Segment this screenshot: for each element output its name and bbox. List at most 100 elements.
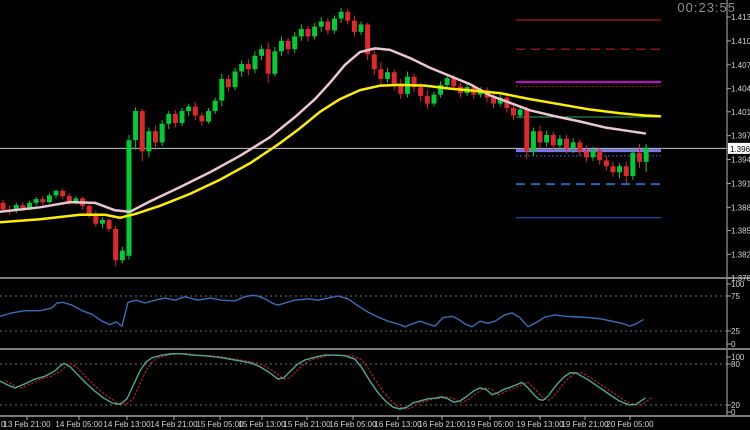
candle-body — [643, 147, 649, 162]
candle-body — [610, 166, 616, 173]
candle-body — [597, 150, 603, 161]
ma-fast-line — [0, 47, 647, 214]
current-price-tag — [728, 142, 750, 154]
candle-body — [179, 111, 185, 123]
candle-body — [511, 108, 517, 116]
candle-body — [126, 140, 132, 256]
panel-axis-label: 0 — [731, 340, 736, 349]
candle-body — [418, 87, 424, 97]
candle-body — [46, 195, 52, 203]
candle-body — [391, 72, 397, 86]
candle-body — [557, 138, 563, 146]
time-axis-label: 15 Feb 05:00 — [196, 420, 244, 429]
time-axis-label: 14 Feb 21:00 — [150, 420, 198, 429]
time-axis-label: 15 Feb 21:00 — [283, 420, 331, 429]
candle-body — [570, 142, 576, 149]
candle-body — [0, 202, 6, 210]
candle-body — [398, 85, 404, 94]
candle-body — [166, 114, 172, 124]
candle-body — [53, 190, 59, 196]
candle-body — [292, 36, 298, 50]
candle-body — [318, 21, 324, 27]
time-axis-label: 16 Feb 05:00 — [329, 420, 377, 429]
server-clock: 00:23:55 — [677, 0, 736, 15]
candle-body — [106, 220, 112, 229]
time-axis-label: 14 Feb 05:00 — [55, 420, 103, 429]
candle-body — [113, 228, 119, 261]
candle-body — [424, 96, 430, 104]
candle-body — [252, 55, 258, 70]
candle-body — [60, 190, 66, 197]
price-axis-label: 1.4042 — [731, 85, 750, 94]
time-axis-label: 16 Feb 13:00 — [374, 420, 422, 429]
candle-body — [431, 94, 437, 104]
candle-body — [33, 199, 39, 203]
panel-axis-label: 100 — [731, 353, 745, 362]
candle-body — [358, 24, 364, 32]
candle-body — [272, 51, 278, 74]
candle-body — [378, 69, 384, 79]
current-price-label: 1.3962 — [730, 145, 750, 154]
candle-body — [225, 78, 231, 88]
candle-body — [636, 152, 642, 162]
candle-body — [312, 26, 318, 37]
price-axis-label: 1.3820 — [731, 250, 750, 259]
candles-series — [0, 8, 649, 267]
candle-body — [93, 214, 99, 224]
candle-body — [172, 114, 178, 123]
candle-body — [497, 97, 503, 104]
price-axis-label: 1.4106 — [731, 37, 750, 46]
candle-body — [219, 78, 225, 101]
candle-body — [491, 97, 497, 104]
candle-body — [603, 160, 609, 167]
candle-body — [13, 205, 19, 212]
candle-body — [325, 21, 331, 31]
oscillator-main-line — [0, 353, 646, 410]
candle-body — [617, 166, 623, 173]
candle-body — [345, 11, 351, 21]
candle-body — [232, 71, 238, 88]
price-axis-label: 1.3883 — [731, 203, 750, 212]
panel-axis-label: 75 — [731, 292, 740, 301]
candle-body — [285, 40, 291, 50]
candle-body — [265, 49, 271, 74]
time-axis-label: 19 Feb 21:00 — [561, 420, 609, 429]
candle-body — [623, 166, 629, 176]
candle-body — [146, 131, 152, 152]
candle-body — [332, 18, 337, 31]
candle-body — [27, 202, 33, 209]
candle-body — [351, 20, 357, 32]
candle-body — [133, 111, 139, 141]
candle-body — [152, 131, 158, 143]
candle-body — [444, 78, 450, 85]
candle-body — [119, 250, 125, 261]
candle-body — [564, 138, 570, 149]
time-axis-label: 16 Feb 21:00 — [418, 420, 466, 429]
candle-body — [159, 123, 165, 143]
candle-body — [192, 106, 198, 116]
candle-body — [40, 199, 46, 203]
panel-axis-label: 0 — [731, 408, 736, 417]
candle-body — [278, 40, 284, 52]
price-axis-label: 1.3979 — [731, 132, 750, 141]
price-axis-label: 1.4074 — [731, 61, 750, 70]
ma-slow-line — [0, 83, 662, 224]
candle-body — [385, 72, 391, 79]
candle-body — [438, 84, 444, 95]
candle-body — [73, 198, 79, 203]
candle-body — [239, 64, 245, 72]
oscillator-line-blue — [0, 294, 644, 328]
candle-body — [206, 111, 212, 122]
candle-body — [212, 100, 218, 112]
candle-body — [298, 28, 304, 37]
candle-body — [371, 54, 377, 70]
candle-body — [590, 150, 596, 158]
time-axis-label: 15 Feb 13:00 — [238, 420, 286, 429]
time-axis-label: 19 Feb 13:00 — [516, 420, 564, 429]
candle-body — [537, 131, 543, 143]
candle-body — [577, 142, 583, 152]
panel-axis-label: 20 — [731, 401, 740, 410]
